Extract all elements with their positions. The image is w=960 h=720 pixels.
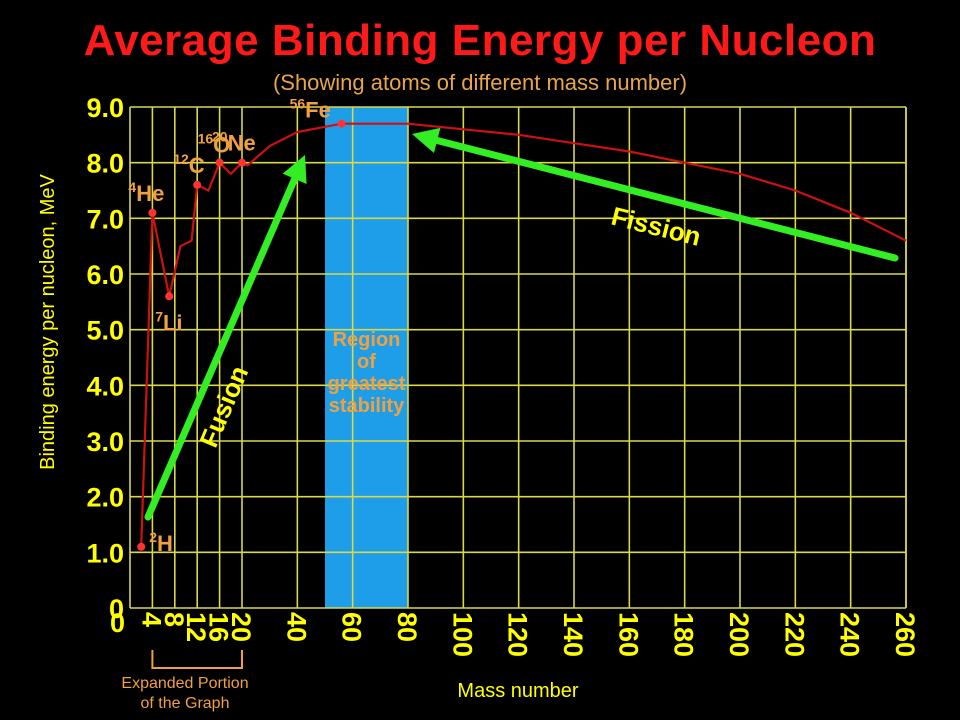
fusion-label: Fusion [193,361,254,451]
y-tick-label: 3.0 [86,427,124,457]
nuclide-symbol: C [189,153,205,178]
fusion-arrow-head [282,155,307,185]
x-tick-label: 240 [835,612,865,657]
grid [129,106,907,609]
nuclide-label: 4He [128,179,164,206]
x-tick-label: 16 [204,612,234,642]
expanded-note-line: Expanded Portion [121,675,248,692]
y-tick-label: 0 [109,594,124,624]
x-tick-label: 180 [669,612,699,657]
x-tick-label: 80 [392,612,422,642]
region-label-line: Region [333,329,401,351]
data-point [148,208,157,217]
y-tick-label: 9.0 [86,93,124,123]
nuclide-mass: 20 [212,129,228,145]
nuclide-mass: 56 [290,96,306,112]
nuclide-symbol: He [136,181,164,206]
expanded-note-line: of the Graph [141,695,230,712]
data-point [215,158,224,167]
nuclide-mass: 4 [128,179,136,195]
x-tick-label: 0 [110,608,125,638]
nuclide-label: 2H [149,529,173,556]
x-tick-label: 100 [447,612,477,657]
x-tick-label: 140 [558,612,588,657]
nuclide-mass: 7 [155,308,163,324]
x-tick-label: 220 [779,612,809,657]
fission-arrow-head [412,127,441,154]
nuclide-mass: 2 [149,529,157,545]
y-tick-label: 1.0 [86,538,124,568]
x-axis-label: Mass number [457,680,578,702]
expanded-bracket [151,650,243,669]
nuclide-symbol: Li [163,310,183,335]
binding-energy-curve [140,122,907,547]
x-tick-label: 8 [159,612,189,627]
nuclide-label: 56Fe [290,96,331,123]
data-point [193,180,202,189]
y-tick-label: 6.0 [86,260,124,290]
fission-arrow [412,127,899,262]
data-point [137,542,146,551]
x-tick-label: 4 [136,612,166,627]
chart-subtitle: (Showing atoms of different mass number) [272,70,688,95]
x-tick-label: 12 [181,612,211,642]
x-tick-label: 160 [613,612,643,657]
y-tick-label: 7.0 [86,204,124,234]
data-point [337,119,346,128]
region-label-line: stability [329,395,405,417]
nuclide-label: 16O [198,131,231,158]
y-tick-label: 8.0 [86,149,124,179]
nuclide-label: 12C [173,151,205,178]
fusion-arrow-shaft [144,175,299,521]
nuclide-symbol: H [157,531,173,556]
stability-region [325,107,408,608]
x-tick-label: 20 [226,612,256,642]
x-tick-label: 120 [503,612,533,657]
region-label-line: greatest [328,373,406,395]
y-tick-label: 2.0 [86,483,124,513]
nuclide-label: 7Li [155,308,182,335]
nuclide-symbol: O [213,133,230,158]
x-tick-label: 200 [724,612,754,657]
y-tick-label: 5.0 [86,316,124,346]
x-tick-label: 60 [337,612,367,642]
y-tick-label: 4.0 [86,371,124,401]
y-axis-label: Binding energy per nucleon, MeV [37,173,59,469]
nuclide-label: 20Ne [212,129,256,156]
nuclide-mass: 16 [198,131,214,147]
data-point [238,158,246,167]
nuclide-mass: 12 [173,151,189,167]
nuclide-symbol: Ne [228,131,256,156]
region-label-line: of [357,351,376,373]
fission-arrow-shaft [433,136,899,262]
x-tick-label: 260 [890,612,920,657]
fusion-arrow [144,155,307,521]
nuclide-symbol: Fe [305,98,331,123]
chart-title: Average Binding Energy per Nucleon [83,16,877,65]
x-tick-label: 40 [281,612,311,642]
data-point [165,292,174,301]
